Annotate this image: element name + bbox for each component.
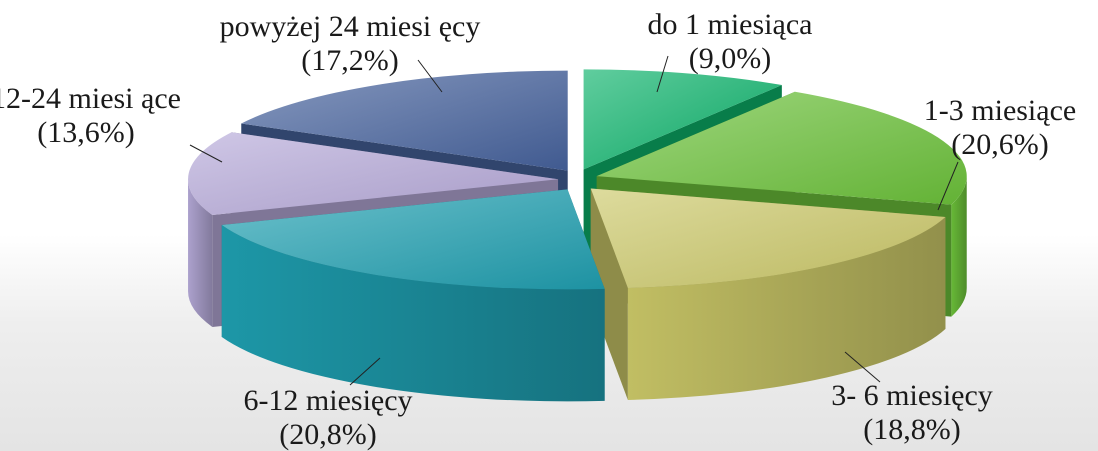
pie-slice bbox=[241, 70, 568, 171]
pie-slice bbox=[583, 69, 782, 170]
pie-slice bbox=[188, 132, 559, 215]
slice-label: do 1 miesiąca bbox=[648, 8, 813, 41]
leader-line bbox=[844, 351, 881, 383]
slice-label: 6-12 miesięcy bbox=[243, 384, 412, 417]
slice-percent-label: (13,6%) bbox=[37, 116, 134, 149]
slice-label: 12-24 miesi ące bbox=[0, 82, 181, 115]
slice-label: powyżej 24 miesi ęcy bbox=[220, 10, 481, 43]
slice-percent-label: (17,2%) bbox=[301, 44, 398, 77]
pie-slice bbox=[596, 91, 967, 205]
leader-line bbox=[656, 55, 669, 93]
slice-percent-label: (18,8%) bbox=[863, 413, 960, 446]
pie-slice-side bbox=[951, 176, 967, 317]
pie-slice-side bbox=[221, 225, 605, 402]
slice-label: 1-3 miesiące bbox=[924, 94, 1076, 127]
slice-percent-label: (20,8%) bbox=[279, 418, 376, 451]
slice-percent-label: (9,0%) bbox=[689, 42, 771, 75]
pie-slice-side bbox=[188, 179, 213, 327]
pie-slice bbox=[590, 188, 946, 288]
leader-line bbox=[417, 59, 443, 93]
leader-line bbox=[937, 161, 959, 211]
leader-line bbox=[349, 357, 381, 386]
pie-slice-cut-face bbox=[590, 188, 628, 400]
slice-percent-label: (20,6%) bbox=[951, 128, 1048, 161]
slice-label: 3- 6 miesięcy bbox=[831, 379, 993, 412]
pie-slice bbox=[221, 189, 605, 290]
pie-slice-side bbox=[627, 216, 946, 400]
leader-line bbox=[189, 144, 223, 163]
